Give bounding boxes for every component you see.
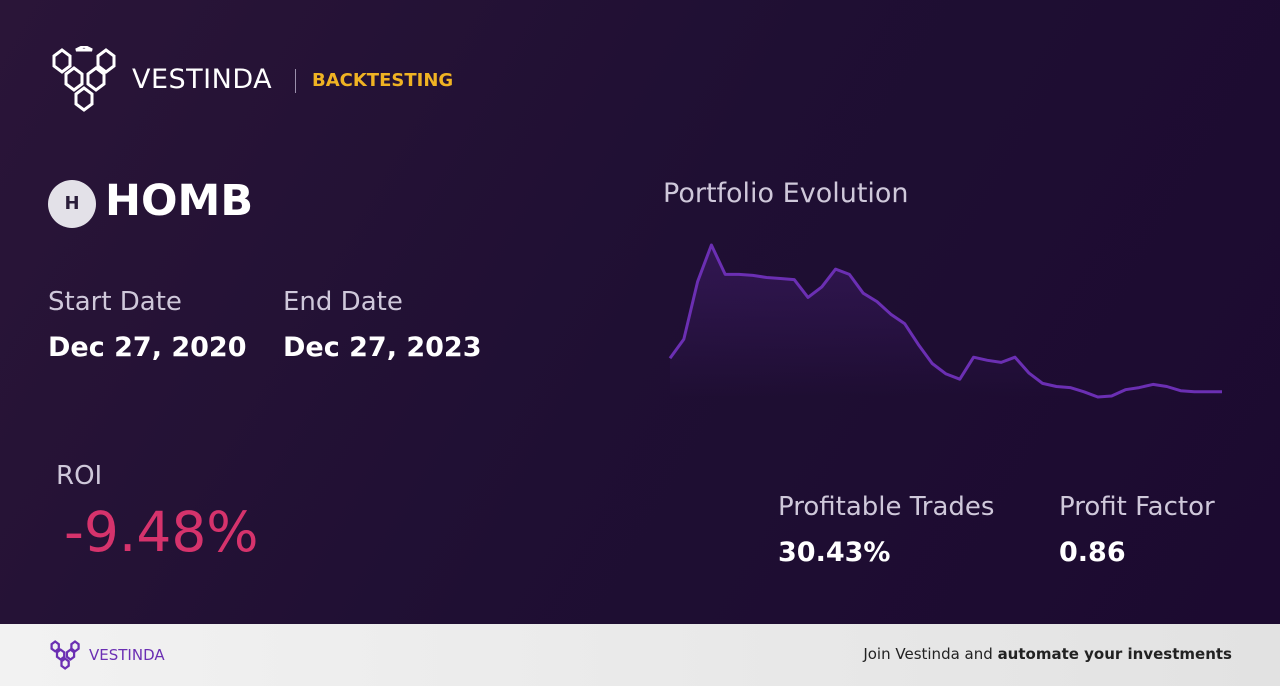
- footer-brand: VESTINDA: [89, 646, 165, 664]
- footer-cta: Join Vestinda and automate your investme…: [863, 645, 1232, 663]
- cta-bold: automate your investments: [997, 645, 1232, 663]
- separator: [295, 69, 296, 93]
- sparkline: [668, 243, 1222, 399]
- end-value: Dec 27, 2023: [283, 332, 482, 363]
- end-label: End Date: [283, 287, 403, 317]
- factor-label: Profit Factor: [1059, 492, 1215, 522]
- area: [670, 245, 1222, 397]
- ticker: HOMB: [105, 176, 254, 226]
- profitable-label: Profitable Trades: [778, 492, 995, 522]
- profitable-value: 30.43%: [778, 537, 891, 568]
- footer-logo: [50, 640, 80, 670]
- roi-value: -9.48%: [64, 500, 259, 564]
- cta-plain: Join Vestinda and: [863, 645, 993, 663]
- roi-label: ROI: [56, 461, 103, 491]
- start-value: Dec 27, 2020: [48, 332, 247, 363]
- asset-icon: H: [48, 180, 96, 228]
- section-tag: BACKTESTING: [312, 70, 454, 91]
- card: [0, 0, 1280, 624]
- line: [668, 243, 1222, 399]
- footer: [0, 624, 1280, 686]
- factor-value: 0.86: [1059, 537, 1126, 568]
- chart-title: Portfolio Evolution: [663, 178, 909, 209]
- logo: [52, 46, 116, 112]
- start-label: Start Date: [48, 287, 182, 317]
- brand: VESTINDA: [132, 64, 273, 95]
